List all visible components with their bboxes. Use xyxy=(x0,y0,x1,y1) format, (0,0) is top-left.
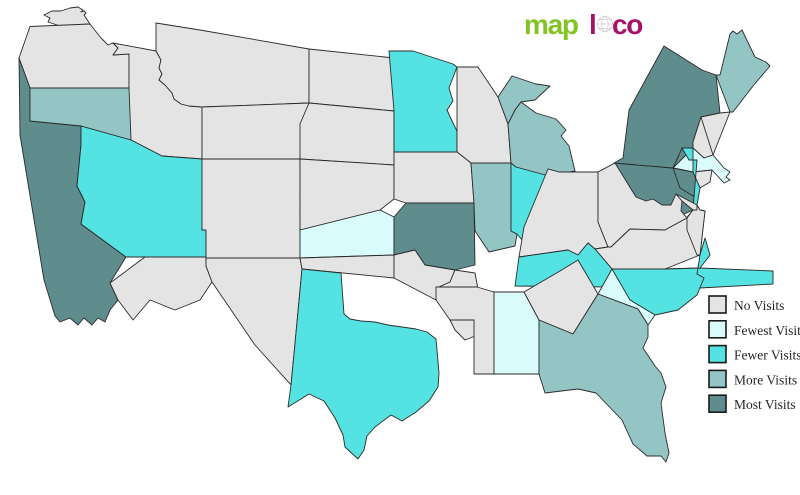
svg-text:co: co xyxy=(612,9,643,40)
svg-text:Fewer Visits: Fewer Visits xyxy=(734,348,800,363)
svg-text:Fewest Visits: Fewest Visits xyxy=(734,323,800,338)
svg-text:l: l xyxy=(589,9,595,40)
svg-text:More Visits: More Visits xyxy=(734,372,797,387)
svg-text:No Visits: No Visits xyxy=(734,298,784,313)
svg-text:Most Visits: Most Visits xyxy=(734,397,796,412)
svg-text:map: map xyxy=(524,9,578,40)
